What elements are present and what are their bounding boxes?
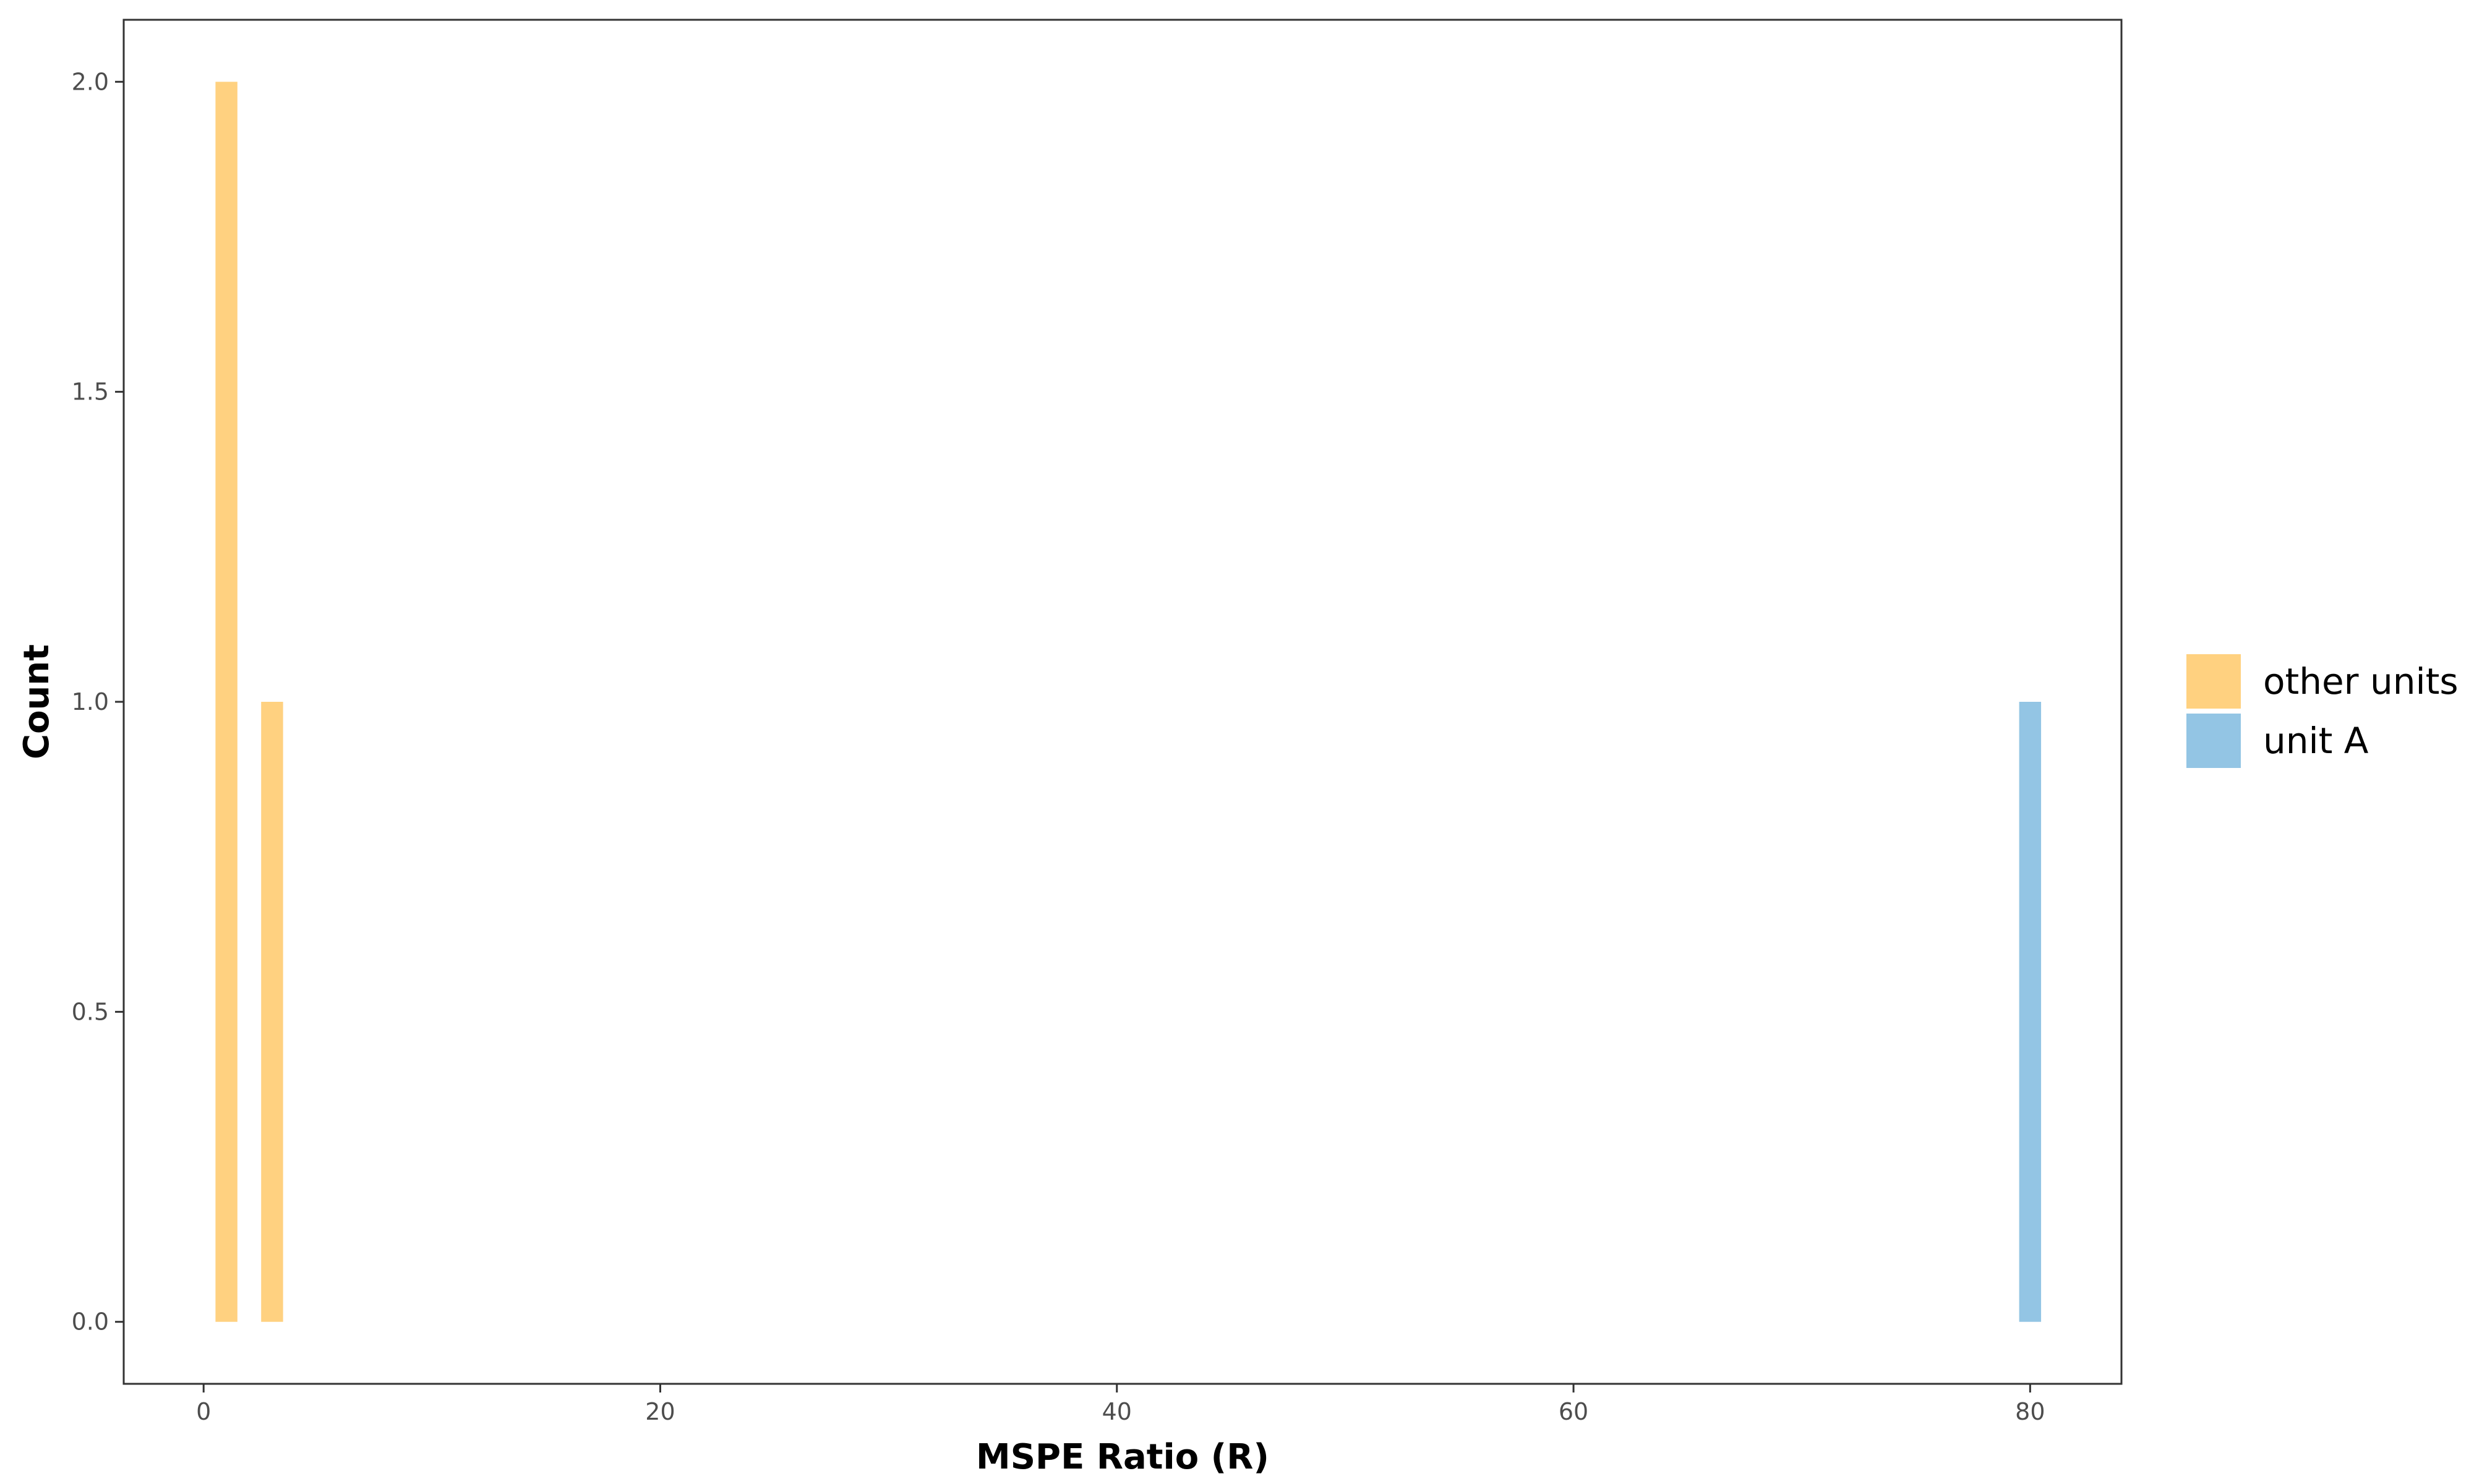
y-tick-label: 0.5 — [72, 998, 109, 1025]
legend: other units unit A — [2186, 654, 2459, 768]
x-axis: 0 20 40 60 80 — [196, 1384, 2045, 1425]
y-tick-label: 2.0 — [72, 68, 109, 95]
y-tick-label: 0.0 — [72, 1308, 109, 1336]
y-axis: 0.0 0.5 1.0 1.5 2.0 — [72, 68, 124, 1336]
plot-panel — [122, 19, 2123, 1385]
legend-label: other units — [2263, 660, 2459, 702]
bar-other-units-0 — [215, 82, 238, 1322]
y-tick-label: 1.5 — [72, 378, 109, 406]
x-tick-label: 20 — [645, 1398, 675, 1425]
legend-key-other-units — [2186, 654, 2241, 709]
x-tick-label: 0 — [196, 1398, 211, 1425]
bar-unit-a-0 — [2019, 702, 2042, 1322]
x-tick-label: 60 — [1559, 1398, 1588, 1425]
bars-layer — [215, 82, 2042, 1322]
x-tick-label: 40 — [1102, 1398, 1132, 1425]
y-tick-label: 1.0 — [72, 688, 109, 715]
legend-key-unit-a — [2186, 714, 2241, 768]
x-axis-title: MSPE Ratio (R) — [976, 1437, 1269, 1477]
bar-other-units-1 — [261, 702, 283, 1322]
x-tick-label: 80 — [2015, 1398, 2045, 1425]
y-axis-title: Count — [17, 644, 57, 759]
legend-label: unit A — [2263, 720, 2369, 762]
